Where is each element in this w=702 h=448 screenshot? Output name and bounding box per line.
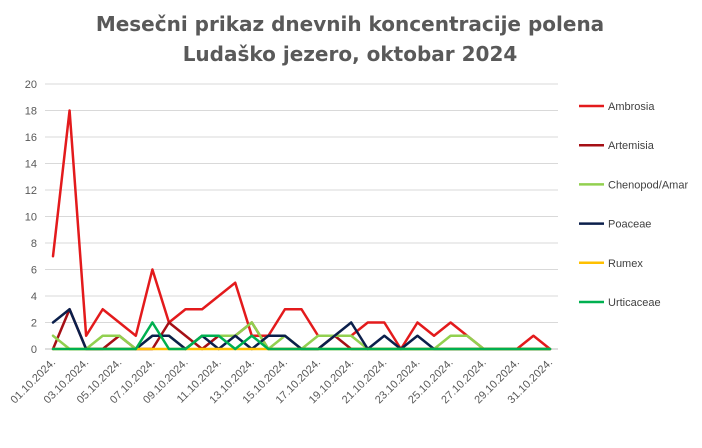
y-tick-label: 16: [25, 132, 37, 144]
y-tick-label: 10: [25, 212, 37, 224]
y-tick-label: 20: [25, 79, 37, 91]
legend-label: Chenopod/Amar: [608, 179, 688, 191]
series-line-chenopod-amar: [51, 321, 552, 351]
legend-item: Chenopod/Amar: [579, 179, 688, 191]
y-tick-label: 8: [31, 238, 37, 250]
series-group: [51, 109, 552, 351]
legend-label: Rumex: [608, 258, 643, 270]
chart-subtitle: Ludaško jezero, oktobar 2024: [183, 42, 518, 66]
y-tick-label: 14: [25, 159, 37, 171]
legend-item: Ambrosia: [579, 101, 655, 113]
legend-label: Ambrosia: [608, 101, 655, 113]
legend-item: Rumex: [579, 258, 643, 270]
y-axis: 0 2 4 6 8 10 12 14 16 18 20: [25, 79, 37, 356]
y-tick-label: 6: [31, 265, 37, 277]
series-line-urticaceae: [51, 321, 552, 351]
legend-item: Artemisia: [579, 140, 655, 152]
y-tick-label: 0: [31, 344, 37, 356]
legend-label: Urticaceae: [608, 297, 661, 309]
y-tick-label: 12: [25, 185, 37, 197]
legend: Ambrosia Artemisia Chenopod/Amar Poaceae Rum…: [579, 101, 688, 309]
legend-label: Artemisia: [608, 140, 655, 152]
gridlines: [45, 83, 558, 350]
legend-item: Urticaceae: [579, 297, 661, 309]
chart-title: Mesečni prikaz dnevnih koncentracije pol…: [96, 12, 604, 36]
y-tick-label: 18: [25, 106, 37, 118]
legend-item: Poaceae: [579, 219, 651, 231]
legend-label: Poaceae: [608, 219, 651, 231]
series-line-ambrosia: [51, 109, 552, 351]
y-tick-label: 2: [31, 318, 37, 330]
y-tick-label: 4: [31, 291, 37, 303]
x-axis: 01.10.2024.03.10.2024.05.10.2024.07.10.2…: [9, 357, 556, 407]
